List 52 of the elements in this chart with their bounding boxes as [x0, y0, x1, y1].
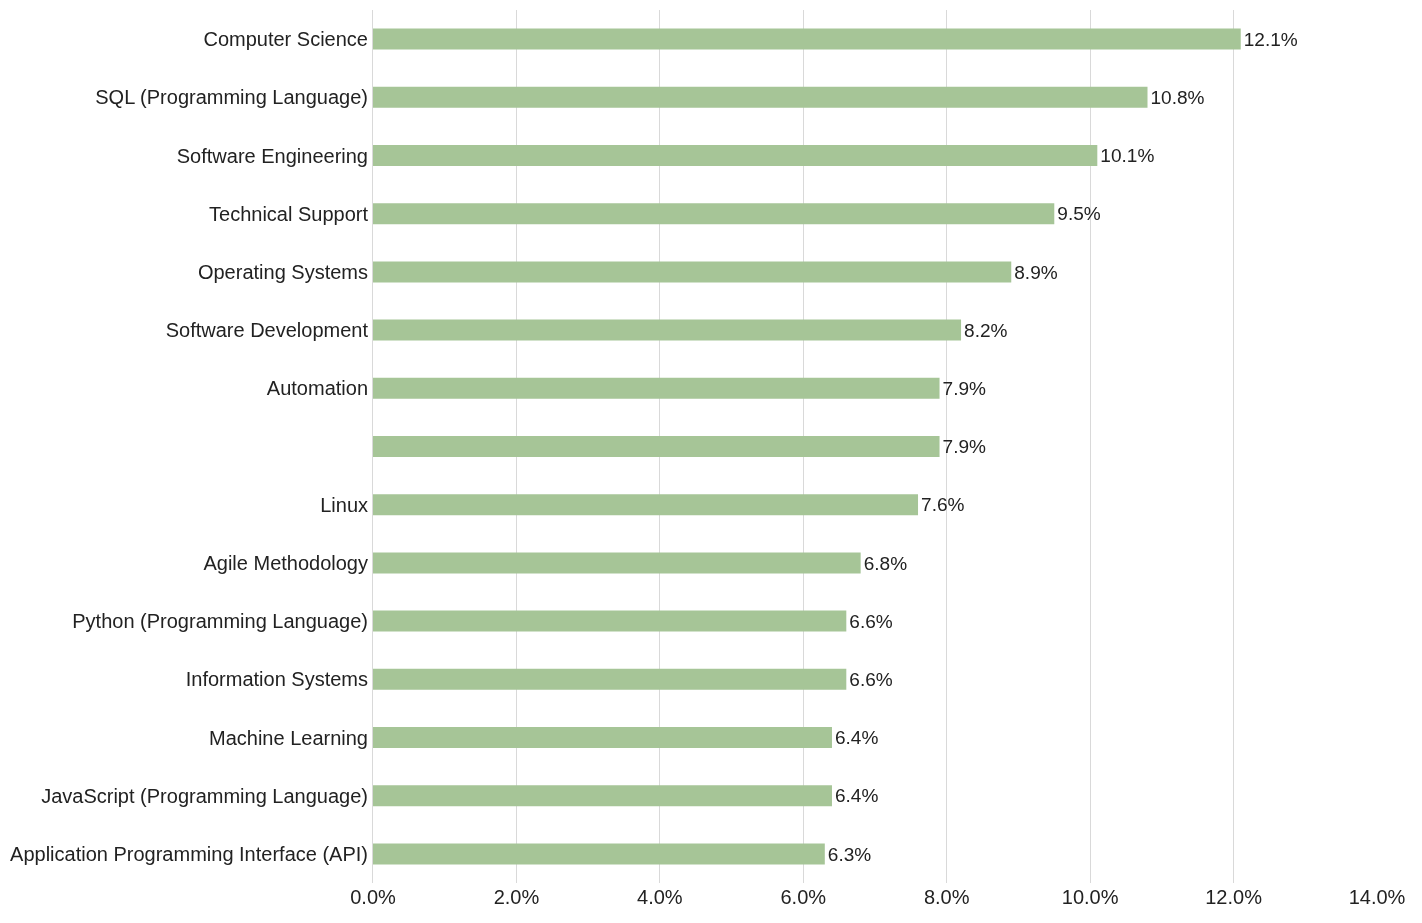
data-label: 8.2%: [964, 319, 1008, 341]
data-label: 6.6%: [849, 610, 893, 632]
data-label: 6.8%: [863, 552, 908, 574]
x-tick-label: 14.0%: [1348, 886, 1406, 908]
x-tick-label: 12.0%: [1205, 886, 1263, 908]
bar: [373, 145, 1098, 166]
bar: [373, 668, 847, 690]
data-label: 7.9%: [942, 436, 987, 458]
data-label: 7.9%: [942, 377, 987, 399]
data-label: 6.3%: [827, 843, 872, 865]
data-label: 12.1%: [1243, 28, 1298, 50]
bar: [373, 843, 825, 865]
y-tick-label: Linux: [320, 493, 368, 516]
y-tick-label: Software Engineering: [176, 144, 368, 167]
bar: [373, 261, 1012, 283]
x-tick-label: 6.0%: [780, 886, 827, 908]
data-label: 6.6%: [849, 668, 893, 690]
bar: [373, 377, 940, 399]
y-tick-label: Software Development: [165, 319, 369, 342]
bar: [373, 436, 940, 457]
data-label: 10.1%: [1100, 145, 1155, 167]
bar: [373, 552, 861, 574]
bar: [373, 494, 919, 516]
data-label: 6.4%: [834, 727, 879, 749]
y-tick-label: SQL (Programming Language): [95, 86, 368, 109]
y-tick-label: Information Systems: [185, 668, 368, 691]
bar: [373, 86, 1148, 108]
data-label: 8.9%: [1014, 261, 1058, 283]
data-label: 7.6%: [921, 494, 965, 516]
data-label: 9.5%: [1057, 203, 1101, 225]
bar: [373, 610, 847, 632]
y-tick-label: Machine Learning: [209, 726, 368, 749]
x-tick-label: 4.0%: [637, 886, 683, 908]
x-tick-label: 8.0%: [923, 886, 970, 908]
data-label: 10.8%: [1150, 86, 1205, 108]
y-tick-label: Technical Support: [209, 202, 369, 225]
data-label: 6.4%: [834, 785, 879, 807]
x-tick-label: 0.0%: [350, 886, 397, 908]
bar: [373, 319, 962, 341]
y-tick-label: Agile Methodology: [203, 551, 368, 574]
y-tick-label: Application Programming Interface (API): [10, 842, 368, 865]
x-tick-label: 10.0%: [1061, 886, 1119, 908]
bar: [373, 203, 1055, 225]
y-tick-label: Python (Programming Language): [72, 610, 368, 633]
y-tick-label: JavaScript (Programming Language): [41, 784, 368, 807]
y-tick-label: Computer Science: [203, 28, 368, 51]
bar: [373, 28, 1241, 50]
y-tick-label: Automation: [266, 377, 368, 400]
y-tick-label: Operating Systems: [197, 260, 368, 283]
bar: [373, 727, 832, 748]
x-tick-label: 2.0%: [493, 886, 540, 908]
bar: [373, 785, 832, 807]
